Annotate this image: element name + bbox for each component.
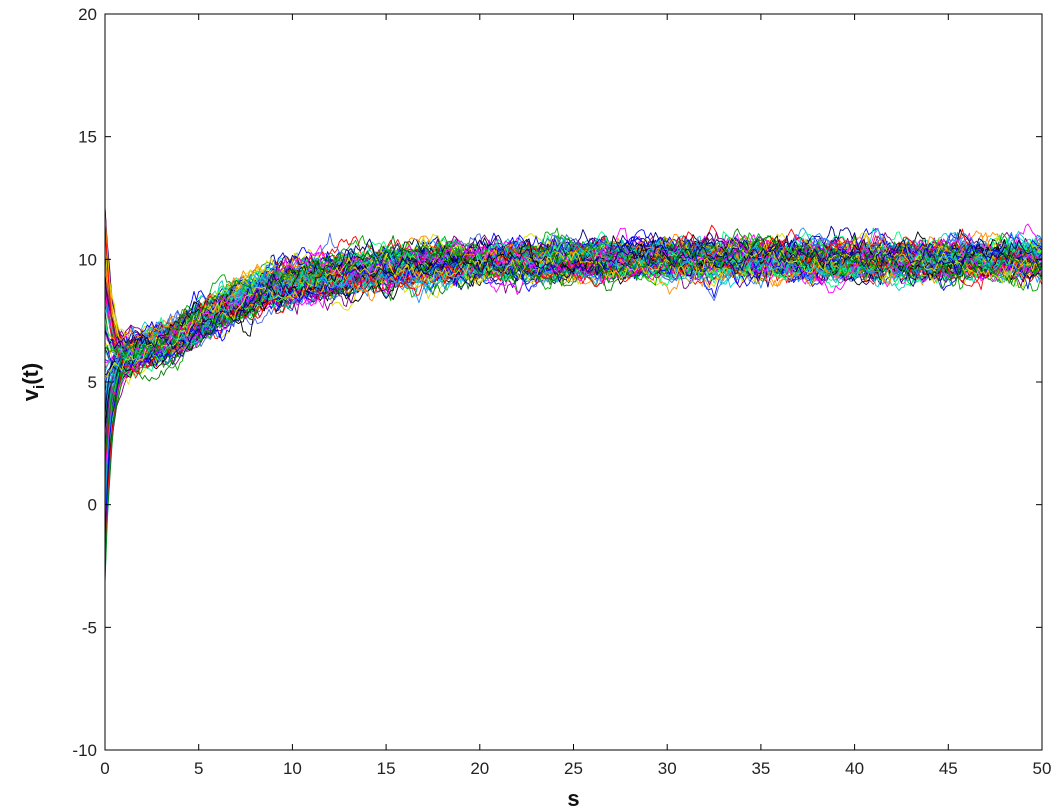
y-axis-label-main: v <box>18 388 43 401</box>
y-tick-label: 20 <box>78 5 97 24</box>
series-line <box>104 227 1043 384</box>
series-line <box>104 223 1043 359</box>
y-tick-label: 15 <box>78 128 97 147</box>
y-axis-label-subscript: i <box>31 385 48 389</box>
plot-frame <box>104 13 1043 751</box>
y-axis-label: vi(t) <box>18 363 48 401</box>
x-tick-label: 50 <box>1033 759 1052 778</box>
series-line <box>104 235 1043 462</box>
series-line <box>104 234 1043 520</box>
y-tick-label: 10 <box>78 250 97 269</box>
y-tick-label: 0 <box>88 496 97 515</box>
series-line <box>104 237 1043 378</box>
y-tick-label: 5 <box>88 373 97 392</box>
x-tick-label: 40 <box>845 759 864 778</box>
series-line <box>104 216 1043 351</box>
series-lines <box>104 205 1043 583</box>
x-tick-label: 35 <box>751 759 770 778</box>
x-tick-label: 25 <box>564 759 583 778</box>
y-tick-label: -10 <box>72 741 97 760</box>
y-tick-label: -5 <box>82 618 97 637</box>
y-axis: -10 -5 0 5 10 15 20 <box>72 5 1042 760</box>
x-axis: 0 5 10 15 20 25 30 35 40 45 50 <box>100 14 1051 778</box>
x-tick-label: 45 <box>939 759 958 778</box>
x-tick-label: 30 <box>658 759 677 778</box>
x-axis-label: s <box>567 786 579 810</box>
y-axis-label-tail: (t) <box>18 363 43 385</box>
x-tick-label: 0 <box>100 759 109 778</box>
x-tick-label: 5 <box>194 759 203 778</box>
x-tick-label: 10 <box>283 759 302 778</box>
x-tick-label: 20 <box>470 759 489 778</box>
x-tick-label: 15 <box>377 759 396 778</box>
